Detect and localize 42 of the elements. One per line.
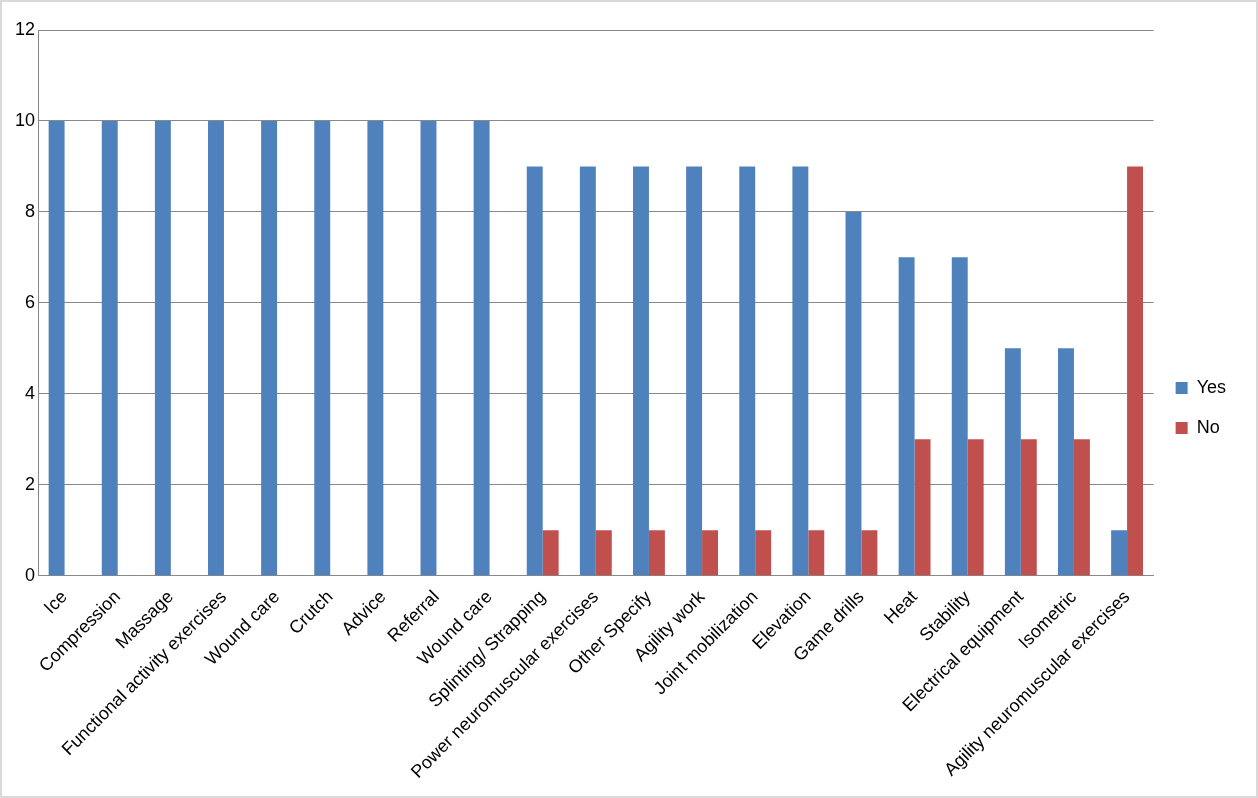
bar [261, 120, 278, 576]
legend-label: Yes [1196, 376, 1227, 397]
bar [1004, 348, 1021, 576]
legend-label: No [1196, 416, 1220, 437]
y-tick-label: 0 [25, 564, 36, 585]
bar [1073, 439, 1090, 576]
bar [367, 120, 384, 576]
bar [208, 120, 224, 576]
bar [702, 530, 719, 576]
bar [861, 530, 878, 576]
bar [1111, 530, 1128, 576]
y-tick-label: 10 [14, 109, 36, 130]
bar [595, 530, 612, 576]
bar [845, 211, 862, 576]
bar [101, 120, 118, 576]
bar [473, 120, 490, 576]
y-tick-label: 4 [25, 382, 36, 403]
bar [686, 166, 703, 576]
bar [420, 120, 437, 576]
bar [1058, 348, 1074, 576]
bar [633, 166, 649, 576]
bar [951, 257, 968, 576]
bar [739, 166, 756, 576]
bar [526, 166, 543, 576]
bar [579, 166, 596, 576]
bar [542, 530, 559, 576]
bar [1127, 166, 1144, 576]
y-tick-label: 2 [25, 473, 36, 494]
bar [792, 166, 809, 576]
bar [314, 120, 331, 576]
bar [1020, 439, 1037, 576]
bar [48, 120, 65, 576]
bar [898, 257, 915, 576]
bar [967, 439, 984, 576]
bar [648, 530, 665, 576]
bar [808, 530, 825, 576]
y-tick-label: 6 [25, 291, 36, 312]
y-tick-label: 12 [14, 18, 36, 39]
bar [755, 530, 772, 576]
y-tick-label: 8 [25, 200, 36, 221]
bar [914, 439, 931, 576]
bar [154, 120, 171, 576]
